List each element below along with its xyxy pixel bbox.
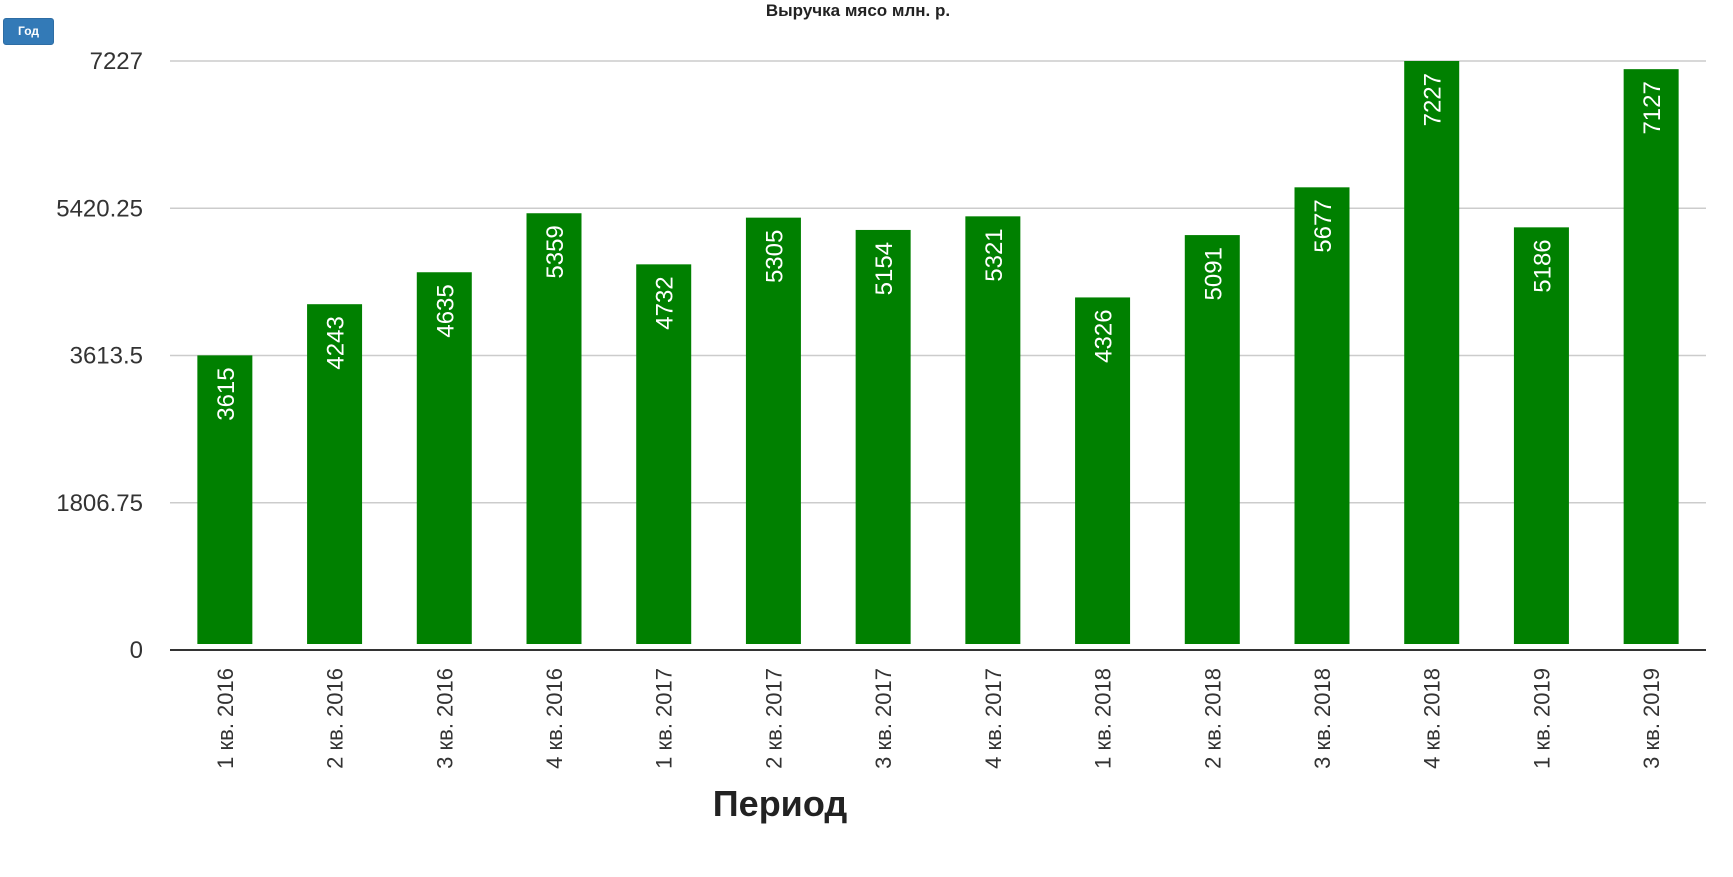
data-label: 4635 — [432, 284, 459, 337]
x-category-label: 2 кв. 2018 — [1200, 668, 1225, 769]
bar — [526, 213, 582, 644]
y-axis-ticks: 0 1806.75 3613.5 5420.25 7227 — [56, 48, 143, 664]
x-axis-title: Период — [713, 783, 848, 824]
bars — [197, 61, 1679, 645]
y-tick-label: 5420.25 — [56, 195, 143, 222]
x-category-label: 3 кв. 2019 — [1639, 668, 1664, 769]
x-category-label: 2 кв. 2016 — [323, 668, 348, 769]
data-label: 5321 — [981, 228, 1008, 281]
x-category-label: 4 кв. 2016 — [542, 668, 567, 769]
bar — [1623, 69, 1679, 644]
bar — [307, 304, 363, 644]
data-label: 4732 — [652, 276, 679, 329]
data-label: 5154 — [871, 242, 898, 295]
bar — [965, 216, 1021, 644]
x-category-label: 1 кв. 2018 — [1091, 668, 1116, 769]
chart-title: Выручка мясо млн. р. — [766, 1, 950, 20]
data-label: 4243 — [323, 316, 350, 369]
x-category-label: 1 кв. 2017 — [652, 668, 677, 769]
y-tick-label: 0 — [130, 637, 143, 664]
bar — [416, 272, 472, 644]
x-category-label: 3 кв. 2018 — [1310, 668, 1335, 769]
data-label: 5186 — [1529, 239, 1556, 292]
year-toggle-button[interactable]: Год — [3, 18, 54, 45]
data-label: 5305 — [761, 230, 788, 283]
bar — [1075, 297, 1131, 644]
x-category-label: 3 кв. 2016 — [432, 668, 457, 769]
data-label: 5091 — [1200, 247, 1227, 300]
x-category-label: 2 кв. 2017 — [761, 668, 786, 769]
x-category-label: 4 кв. 2017 — [981, 668, 1006, 769]
bar — [636, 264, 692, 644]
bar — [1184, 235, 1240, 644]
x-category-label: 1 кв. 2016 — [213, 668, 238, 769]
x-category-label: 3 кв. 2017 — [871, 668, 896, 769]
data-label: 4326 — [1091, 309, 1118, 362]
data-label: 3615 — [213, 367, 240, 420]
data-label: 5677 — [1310, 199, 1337, 252]
x-axis-categories: 1 кв. 2016 2 кв. 2016 3 кв. 2016 4 кв. 2016… — [213, 668, 1664, 769]
grid-lines — [170, 60, 1706, 504]
bar — [1404, 61, 1460, 644]
bar — [745, 217, 801, 644]
bar — [1294, 187, 1350, 644]
bar — [197, 355, 253, 644]
x-category-label: 4 кв. 2018 — [1420, 668, 1445, 769]
data-label: 7127 — [1639, 81, 1666, 134]
y-tick-label: 1806.75 — [56, 490, 143, 517]
data-labels: 3615 4243 4635 5359 4732 5305 5154 5321 4326 5091… — [213, 73, 1666, 421]
y-tick-label: 7227 — [90, 48, 143, 75]
x-category-label: 1 кв. 2019 — [1529, 668, 1554, 769]
bar — [855, 229, 911, 645]
data-label: 7227 — [1420, 73, 1447, 126]
data-label: 5359 — [542, 225, 569, 278]
y-tick-label: 3613.5 — [70, 343, 143, 370]
bar — [1513, 227, 1569, 644]
